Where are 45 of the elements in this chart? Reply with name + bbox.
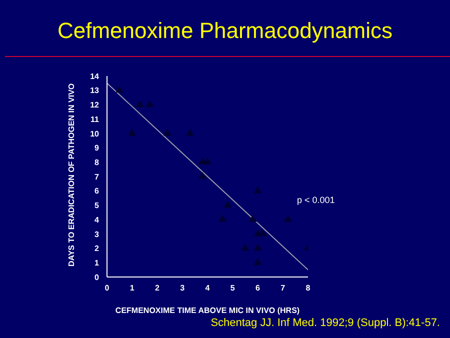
point [218, 214, 227, 222]
y-tick-label: 10 [90, 129, 100, 138]
y-tick-label: 6 [94, 186, 100, 196]
y-tick-label: 5 [94, 201, 100, 210]
y-tick-label: 8 [94, 158, 100, 167]
point [186, 128, 194, 136]
point [116, 86, 124, 93]
x-tick-label: 7 [280, 284, 286, 293]
y-tick-label: 4 [94, 215, 100, 224]
point [146, 100, 154, 108]
x-tick-label: 2 [155, 284, 160, 293]
x-tick-label: 0 [104, 284, 110, 293]
y-tick-label: 1 [94, 258, 100, 268]
y-tick-label: 0 [94, 272, 100, 282]
point [224, 200, 232, 208]
y-tick-label: 11 [90, 114, 100, 124]
point [254, 244, 262, 251]
y-tick-label: 7 [94, 172, 100, 182]
point [284, 214, 292, 222]
x-tick-label: 3 [180, 284, 186, 293]
y-tick-label: 12 [90, 100, 100, 110]
text: Schentag JJ. Inf Med. 1992;9 (Suppl. B):41-57. [210, 317, 440, 329]
x-tick-label: 6 [256, 284, 261, 293]
x-axis-title: CEFMENOXIME TIME ABOVE MIC IN VIVO (HRS) [115, 306, 300, 315]
y-tick-label: 3 [94, 230, 100, 239]
point [258, 229, 267, 236]
chart-title: Cefmenoxime Pharmacodynamics [56, 18, 394, 44]
point [163, 128, 172, 136]
annotation: p < 0.001 [297, 195, 335, 205]
x-tick-label: 5 [230, 284, 236, 293]
point [136, 100, 144, 108]
y-tick-label: 2 [94, 244, 100, 254]
y-tick-label: 14 [90, 72, 100, 81]
x-tick-label: 8 [306, 284, 311, 293]
y-tick-label: 13 [90, 86, 100, 96]
point [241, 244, 250, 251]
point [248, 214, 257, 222]
point [198, 172, 206, 179]
x-tick-label: 1 [130, 284, 135, 293]
x-tick-label: 4 [205, 284, 210, 293]
point [254, 258, 262, 265]
y-tick-label: 9 [94, 144, 100, 153]
y-axis-title: DAYS TO ERADICATION OF PATHOGEN IN VIVO [66, 83, 76, 266]
point [128, 128, 136, 136]
point [254, 186, 262, 194]
